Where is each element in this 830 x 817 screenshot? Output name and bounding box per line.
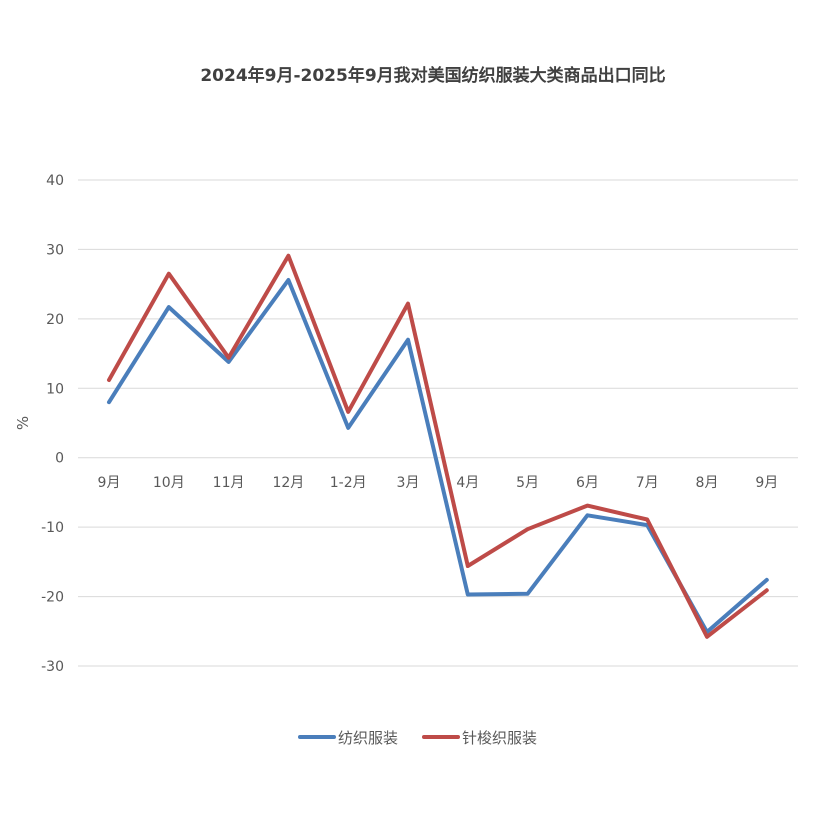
series-points-1 bbox=[108, 279, 767, 632]
y-tick-label: 0 bbox=[55, 451, 64, 467]
x-tick-label: 9月 bbox=[98, 475, 121, 491]
x-tick-label: 3月 bbox=[397, 475, 420, 491]
legend-label-2: 针梭织服装 bbox=[462, 729, 537, 747]
x-tick-label: 5月 bbox=[516, 475, 539, 491]
y-tick-label: -20 bbox=[41, 590, 64, 606]
x-tick-label: 8月 bbox=[696, 475, 719, 491]
series-lines bbox=[107, 253, 769, 639]
series-points-2 bbox=[108, 255, 767, 637]
y-axis-title: % bbox=[14, 416, 32, 430]
x-tick-label: 11月 bbox=[213, 475, 245, 491]
chart-title: 2024年9月-2025年9月我对美国纺织服装大类商品出口同比 bbox=[200, 65, 665, 86]
y-tick-label: 10 bbox=[46, 381, 64, 397]
x-tick-label: 10月 bbox=[153, 475, 185, 491]
x-tick-label: 4月 bbox=[456, 475, 479, 491]
x-axis-tick-labels: 9月 10月 11月 12月 1-2月 3月 4月 5月 6月 7月 8月 9月 bbox=[98, 475, 779, 491]
y-axis-tick-labels: 40 30 20 10 0 -10 -20 -30 bbox=[41, 173, 64, 675]
legend-label-1: 纺织服装 bbox=[338, 729, 398, 747]
x-tick-label: 6月 bbox=[576, 475, 599, 491]
y-tick-label: -10 bbox=[41, 520, 64, 536]
x-tick-label: 1-2月 bbox=[330, 475, 367, 491]
gridlines bbox=[78, 179, 798, 667]
x-tick-label: 9月 bbox=[755, 475, 778, 491]
legend: 纺织服装 针梭织服装 bbox=[298, 729, 537, 747]
y-tick-label: -30 bbox=[41, 659, 64, 675]
y-tick-label: 20 bbox=[46, 312, 64, 328]
x-tick-label: 12月 bbox=[272, 475, 304, 491]
x-tick-label: 7月 bbox=[636, 475, 659, 491]
y-tick-label: 40 bbox=[46, 173, 64, 189]
y-tick-label: 30 bbox=[46, 242, 64, 258]
series-line-2 bbox=[107, 253, 769, 639]
